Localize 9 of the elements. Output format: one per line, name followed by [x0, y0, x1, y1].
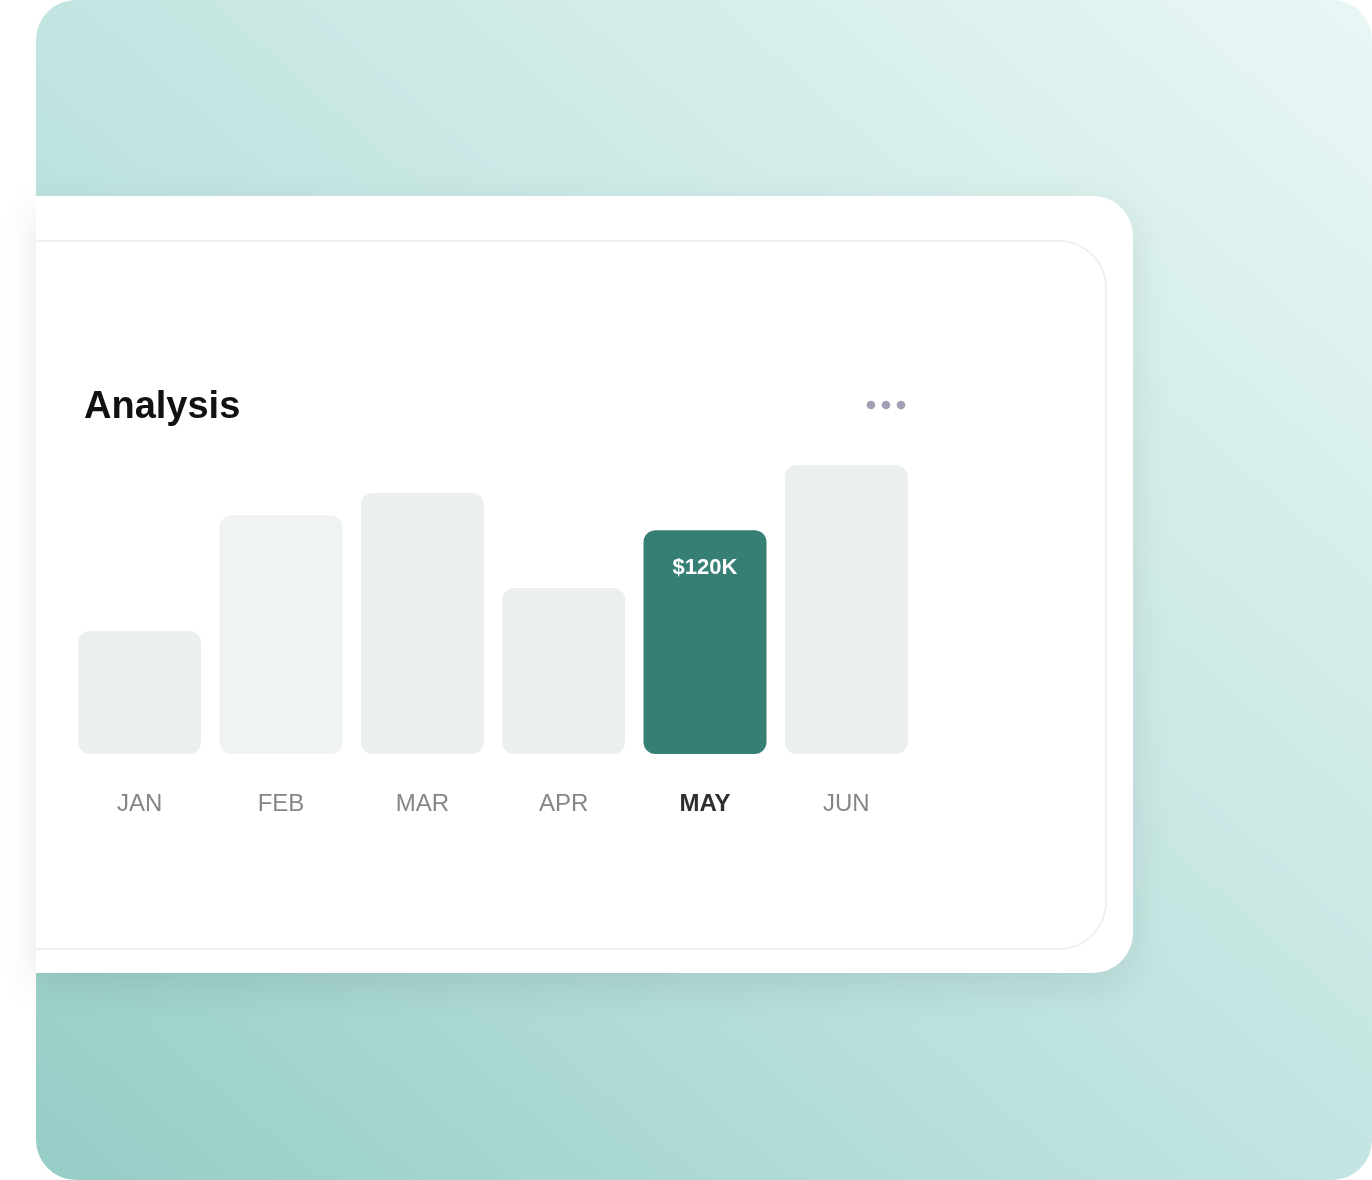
x-tick-label: JUN: [823, 788, 870, 816]
x-tick-label: APR: [538, 788, 589, 816]
x-tick-label: MAY: [679, 788, 731, 816]
chart-title: Analysis: [84, 384, 241, 426]
bar: [643, 530, 767, 754]
x-tick-label: JAN: [116, 788, 163, 816]
x-tick-label: FEB: [257, 788, 305, 816]
x-tick-label: MAR: [395, 788, 450, 816]
data-label: $120K: [672, 553, 738, 579]
